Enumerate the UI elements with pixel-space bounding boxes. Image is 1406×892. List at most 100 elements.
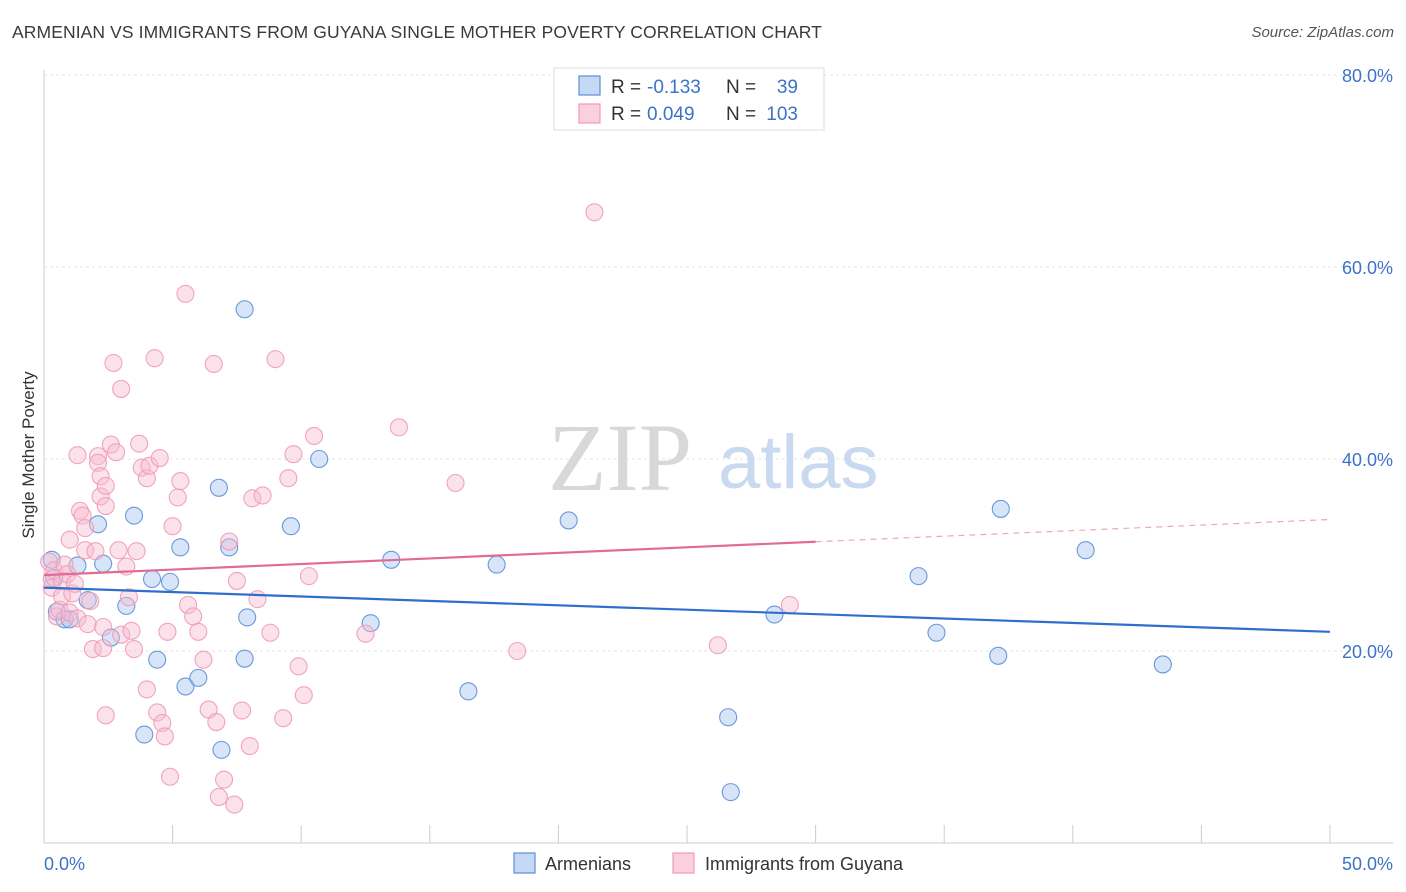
legend-swatch-guyana xyxy=(578,103,601,124)
point-guyana-35 xyxy=(106,443,126,462)
y-tick-labels: 20.0% 40.0% 60.0% 80.0% xyxy=(1342,66,1393,662)
point-guyana-15 xyxy=(68,609,87,628)
point-guyana-91 xyxy=(708,636,727,655)
point-armenians-24 xyxy=(235,300,254,319)
point-guyana-21 xyxy=(81,592,100,611)
point-guyana-5 xyxy=(50,600,69,619)
point-guyana-76 xyxy=(253,486,272,505)
point-armenians-29 xyxy=(459,682,478,701)
x-tick-label-max: 50.0% xyxy=(1342,854,1393,874)
point-guyana-55 xyxy=(160,767,180,786)
point-guyana-58 xyxy=(171,472,190,491)
x-axis-ticks xyxy=(43,825,1331,843)
legend-box: R = -0.133 N = 39 R = 0.049 N = 103 xyxy=(553,67,825,131)
point-armenians-18 xyxy=(189,668,208,687)
point-armenians-40 xyxy=(1153,655,1172,674)
point-guyana-57 xyxy=(168,488,187,507)
point-guyana-49 xyxy=(145,349,164,368)
point-guyana-63 xyxy=(194,650,213,669)
legend-n-label-1: N = xyxy=(726,77,756,98)
bottom-legend-swatch-armenians xyxy=(513,852,536,874)
point-guyana-61 xyxy=(184,607,203,626)
point-armenians-36 xyxy=(927,623,946,642)
point-guyana-56 xyxy=(163,517,182,536)
point-guyana-0 xyxy=(40,552,59,571)
point-armenians-16 xyxy=(171,538,190,557)
point-armenians-21 xyxy=(209,478,228,497)
legend-n-value-2: 103 xyxy=(766,104,798,125)
x-tick-label-min: 0.0% xyxy=(44,854,85,874)
point-guyana-78 xyxy=(266,350,285,369)
point-guyana-54 xyxy=(158,622,177,641)
y-tick-label-80: 80.0% xyxy=(1342,66,1393,86)
point-armenians-30 xyxy=(487,555,506,574)
watermark-atlas: atlas xyxy=(718,420,879,505)
point-guyana-30 xyxy=(96,476,115,495)
bottom-legend: Armenians Immigrants from Guyana xyxy=(513,852,904,874)
trend-lines xyxy=(43,518,1331,633)
point-guyana-88 xyxy=(446,473,465,493)
point-guyana-43 xyxy=(127,542,146,561)
legend-swatch-armenians xyxy=(578,75,601,96)
point-guyana-92 xyxy=(780,595,799,614)
point-guyana-51 xyxy=(150,448,169,468)
point-guyana-67 xyxy=(209,787,228,806)
point-guyana-26 xyxy=(91,467,110,486)
chart-source: Source: ZipAtlas.com xyxy=(1251,24,1394,41)
y-axis-title: Single Mother Poverty xyxy=(19,371,38,539)
chart-title: ARMENIAN VS IMMIGRANTS FROM GUYANA SINGL… xyxy=(12,22,822,42)
point-guyana-16 xyxy=(70,501,90,520)
point-guyana-74 xyxy=(243,489,262,508)
point-guyana-68 xyxy=(214,770,234,789)
point-guyana-84 xyxy=(299,567,318,586)
point-guyana-86 xyxy=(356,624,375,643)
point-guyana-73 xyxy=(240,736,259,756)
legend-n-label-2: N = xyxy=(726,104,756,125)
point-guyana-25 xyxy=(88,453,108,472)
point-armenians-34 xyxy=(765,605,784,624)
legend-r-label-2: R = xyxy=(611,104,641,125)
legend-n-value-1: 39 xyxy=(777,77,798,98)
point-guyana-77 xyxy=(261,623,280,642)
point-guyana-90 xyxy=(585,203,604,222)
point-guyana-24 xyxy=(88,447,108,466)
point-guyana-36 xyxy=(109,541,128,560)
point-armenians-14 xyxy=(148,650,167,669)
point-armenians-22 xyxy=(235,649,254,668)
point-guyana-37 xyxy=(112,379,131,398)
bottom-legend-label-armenians: Armenians xyxy=(545,854,631,874)
point-guyana-42 xyxy=(124,640,144,659)
point-guyana-53 xyxy=(155,727,174,746)
grid xyxy=(43,70,1393,844)
point-guyana-89 xyxy=(508,641,527,661)
point-guyana-65 xyxy=(204,354,223,374)
point-guyana-27 xyxy=(91,487,110,506)
point-armenians-37 xyxy=(989,646,1008,665)
point-guyana-48 xyxy=(140,456,159,475)
trend-line-armenians xyxy=(43,586,1331,633)
point-guyana-38 xyxy=(112,625,131,644)
point-armenians-13 xyxy=(142,569,162,589)
legend-r-value-2: 0.049 xyxy=(647,104,695,125)
point-guyana-40 xyxy=(119,588,138,607)
point-guyana-14 xyxy=(68,446,87,465)
point-guyana-34 xyxy=(104,353,123,373)
point-guyana-82 xyxy=(289,657,308,676)
point-armenians-11 xyxy=(124,506,144,525)
point-armenians-32 xyxy=(719,708,738,727)
point-guyana-83 xyxy=(294,686,313,705)
y-tick-label-20: 20.0% xyxy=(1342,642,1393,662)
point-armenians-17 xyxy=(176,677,195,696)
y-tick-label-60: 60.0% xyxy=(1342,258,1393,278)
point-armenians-12 xyxy=(135,725,154,744)
point-guyana-28 xyxy=(94,617,113,637)
point-guyana-18 xyxy=(76,519,95,538)
watermark-zip: ZIP xyxy=(548,404,692,511)
legend-r-label-1: R = xyxy=(611,77,641,98)
point-armenians-27 xyxy=(361,614,380,633)
point-guyana-23 xyxy=(86,542,105,561)
point-guyana-59 xyxy=(176,284,195,303)
point-guyana-62 xyxy=(189,622,208,641)
point-armenians-15 xyxy=(160,572,180,591)
